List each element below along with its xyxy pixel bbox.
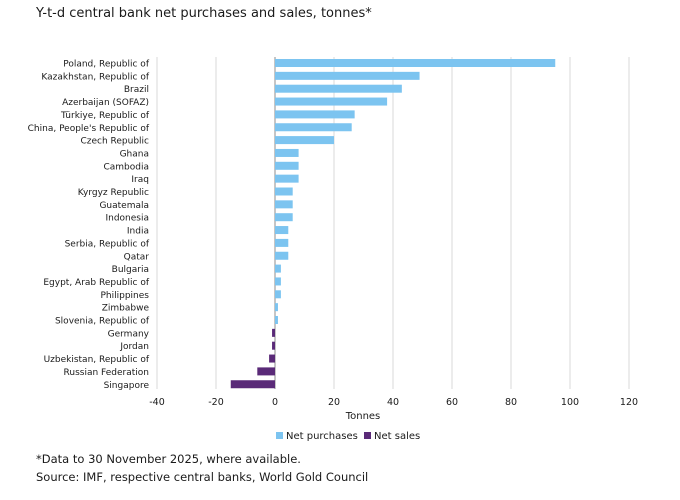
category-label: Qatar — [124, 252, 150, 262]
bars — [230, 59, 556, 389]
legend-swatch-net-purchases — [276, 432, 283, 439]
bar-india — [275, 226, 289, 235]
category-label: Iraq — [131, 175, 149, 185]
bar-philippines — [275, 290, 281, 299]
category-label: Serbia, Republic of — [65, 239, 150, 249]
category-label: Indonesia — [105, 214, 149, 224]
category-label: Kazakhstan, Republic of — [41, 72, 149, 82]
x-tick-labels: -40 -20 0 20 40 60 80 100 120 — [149, 397, 638, 408]
category-labels: Poland, Republic of Kazakhstan, Republic … — [28, 60, 150, 391]
bar-jordan — [272, 341, 275, 350]
category-label: Guatemala — [99, 201, 149, 211]
category-label: Egypt, Arab Republic of — [43, 278, 149, 288]
category-label: Bulgaria — [112, 265, 149, 275]
bar-azerbaijan-sofaz — [275, 97, 388, 106]
bar-serbia-republic-of — [275, 238, 289, 247]
bar-poland-republic-of — [275, 59, 556, 67]
category-label: India — [127, 227, 149, 237]
bar-uzbekistan-republic-of — [269, 354, 275, 363]
x-axis-label: Tonnes — [345, 411, 381, 422]
footnote-data-date: *Data to 30 November 2025, where availab… — [36, 452, 301, 466]
x-tick-label: -40 — [149, 397, 165, 408]
bar-egypt-arab-republic-of — [275, 277, 281, 286]
x-tick-label: -20 — [208, 397, 224, 408]
category-label: Czech Republic — [80, 137, 149, 147]
bar-bulgaria — [275, 264, 281, 273]
legend-swatch-net-sales — [364, 432, 371, 439]
bar-china-people-s-republic-of — [275, 123, 352, 132]
category-label: Jordan — [119, 342, 149, 352]
bar-indonesia — [275, 213, 293, 222]
category-label: Ghana — [120, 149, 149, 159]
category-label: Germany — [108, 329, 150, 339]
category-label: Cambodia — [103, 162, 149, 172]
category-label: Uzbekistan, Republic of — [44, 355, 150, 365]
legend-label-net-purchases: Net purchases — [286, 431, 358, 442]
x-tick-label: 0 — [272, 397, 278, 408]
x-tick-label: 100 — [561, 397, 579, 408]
category-label: Kyrgyz Republic — [78, 188, 149, 198]
x-tick-label: 60 — [446, 397, 458, 408]
legend: Net purchases Net sales — [276, 431, 420, 442]
bar-t-rkiye-republic-of — [275, 110, 355, 119]
category-label: Zimbabwe — [102, 304, 150, 314]
bar-brazil — [275, 84, 402, 93]
bar-kyrgyz-republic — [275, 187, 293, 196]
bar-chart: Poland, Republic of Kazakhstan, Republic … — [28, 57, 638, 442]
footnote-source: Source: IMF, respective central banks, W… — [36, 470, 369, 484]
bar-singapore — [230, 380, 275, 389]
category-label: Philippines — [101, 291, 150, 301]
category-label: Slovenia, Republic of — [55, 317, 150, 327]
category-label: Singapore — [104, 381, 150, 391]
bar-ghana — [275, 148, 299, 157]
category-label: Brazil — [124, 85, 149, 95]
x-tick-label: 120 — [620, 397, 638, 408]
bar-iraq — [275, 174, 299, 183]
x-tick-label: 40 — [387, 397, 399, 408]
bar-qatar — [275, 251, 289, 260]
category-label: China, People's Republic of — [28, 124, 150, 134]
x-tick-label: 20 — [328, 397, 340, 408]
legend-label-net-sales: Net sales — [374, 431, 420, 442]
bar-cambodia — [275, 161, 299, 170]
chart-title: Y-t-d central bank net purchases and sal… — [36, 6, 372, 21]
category-label: Azerbaijan (SOFAZ) — [62, 98, 149, 108]
category-label: Poland, Republic of — [63, 60, 150, 70]
gridlines — [156, 57, 630, 389]
x-tick-label: 80 — [505, 397, 517, 408]
bar-czech-republic — [275, 136, 334, 145]
category-label: Türkiye, Republic of — [60, 111, 150, 121]
bar-russian-federation — [257, 367, 275, 376]
bar-zimbabwe — [275, 303, 278, 312]
bar-germany — [272, 328, 275, 337]
category-label: Russian Federation — [64, 368, 149, 378]
bar-kazakhstan-republic-of — [275, 71, 420, 80]
bar-guatemala — [275, 200, 293, 209]
bar-slovenia-republic-of — [275, 316, 278, 324]
